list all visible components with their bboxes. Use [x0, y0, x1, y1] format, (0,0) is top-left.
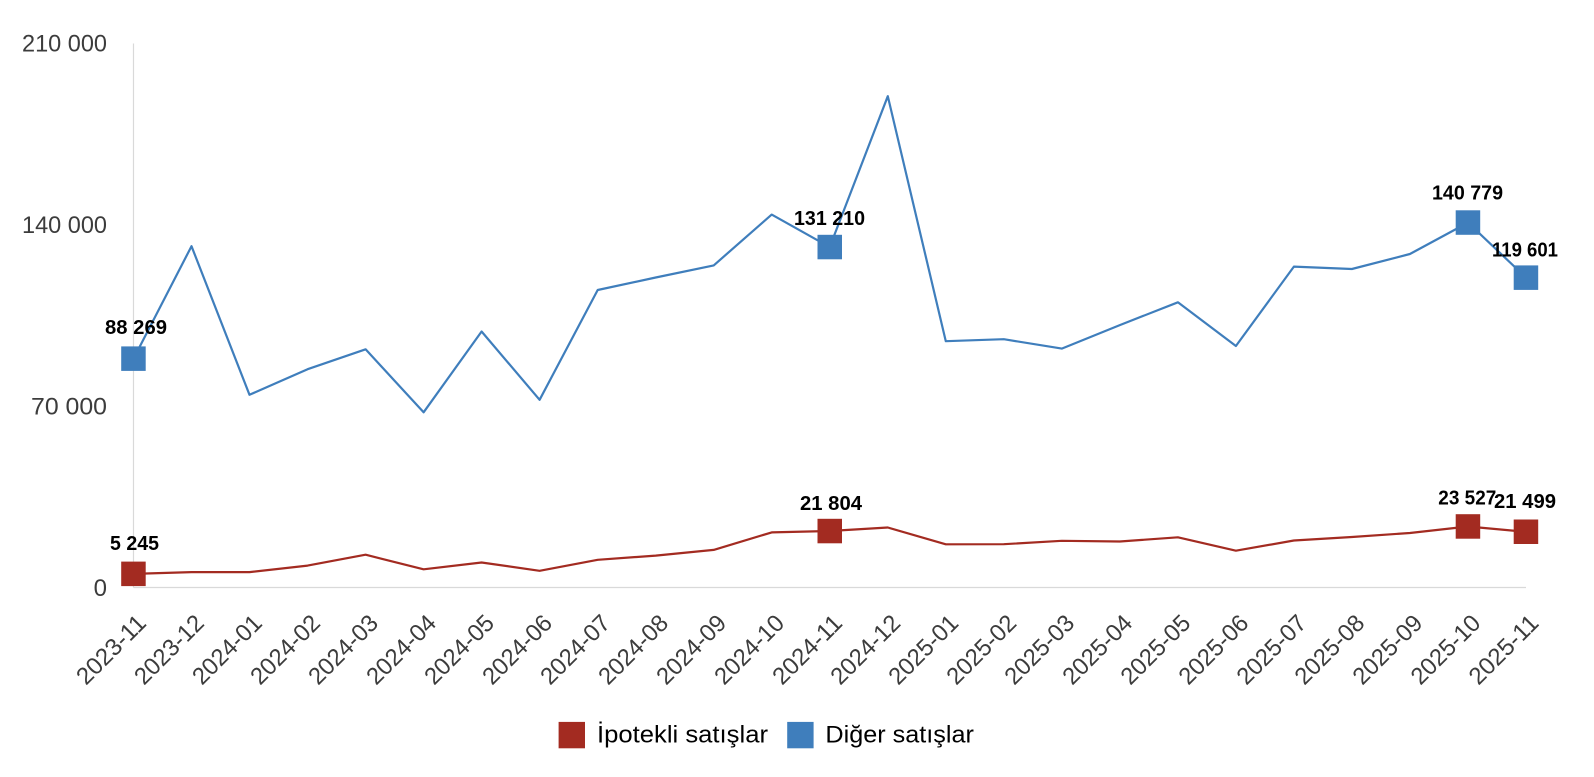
svg-text:70 000: 70 000 — [31, 394, 107, 421]
svg-text:140 000: 140 000 — [22, 212, 107, 239]
svg-text:İpotekli satışlar: İpotekli satışlar — [597, 721, 768, 748]
svg-text:21 499: 21 499 — [1494, 490, 1556, 513]
svg-text:0: 0 — [94, 575, 107, 602]
svg-text:5 245: 5 245 — [110, 532, 159, 555]
svg-text:23 527: 23 527 — [1438, 487, 1496, 510]
svg-text:88 269: 88 269 — [105, 316, 167, 339]
svg-text:119 601: 119 601 — [1492, 239, 1558, 262]
svg-text:140 779: 140 779 — [1432, 181, 1503, 204]
svg-text:Diğer satışlar: Diğer satışlar — [825, 721, 974, 748]
svg-text:131 210: 131 210 — [794, 207, 865, 230]
svg-text:210 000: 210 000 — [22, 31, 107, 58]
svg-text:21 804: 21 804 — [800, 492, 863, 515]
